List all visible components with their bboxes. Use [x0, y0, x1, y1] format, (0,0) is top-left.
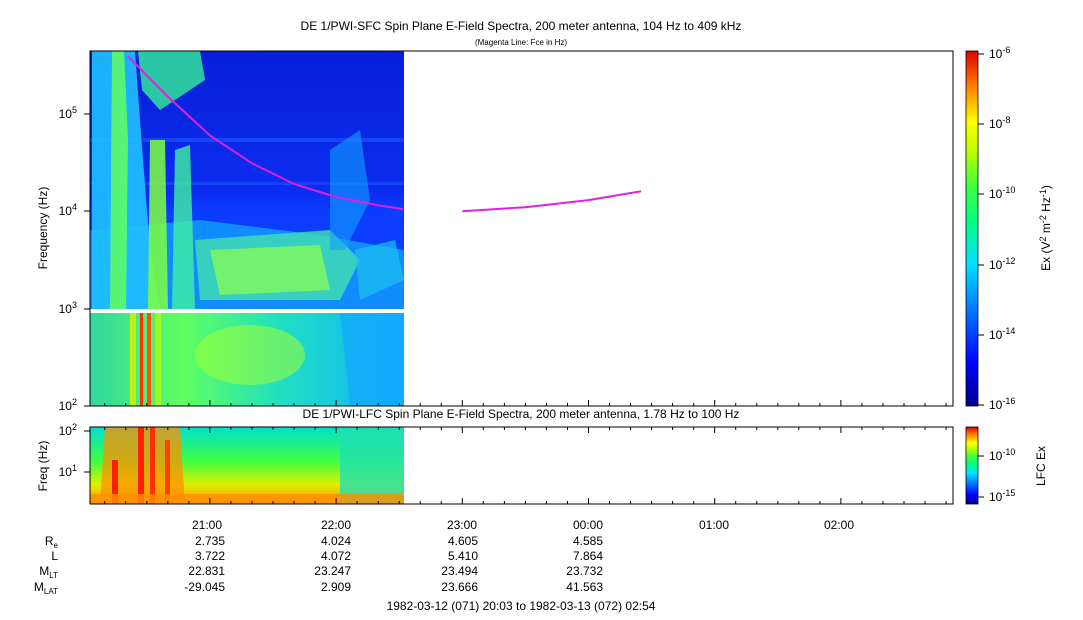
fce-line-segment-1: [127, 55, 404, 211]
ephem-value: 4.024: [321, 534, 351, 548]
lfc-colorbar-tick-1e-10: 10-10: [989, 447, 1015, 463]
time-range-caption: 1982-03-12 (071) 20:03 to 1982-03-13 (07…: [387, 599, 656, 613]
lfc-title: DE 1/PWI-LFC Spin Plane E-Field Spectra,…: [303, 407, 740, 421]
ephemeris-row-labels: Re L MLT MLAT: [34, 534, 59, 596]
lfc-ytick-1e1: 101: [59, 463, 77, 479]
ephem-value: 23.494: [441, 564, 478, 578]
lfc-ytick-1e2: 102: [59, 422, 77, 438]
time-label: 01:00: [699, 518, 729, 532]
time-label: 00:00: [573, 518, 603, 532]
colorbar-tick-1e-10: 10-10: [989, 185, 1015, 201]
colorbar-tick-1e-16: 10-16: [989, 396, 1015, 412]
lfc-colorbar-tick-1e-15: 10-15: [989, 488, 1015, 504]
sfc-ytick-1e4: 104: [59, 202, 77, 218]
sfc-colorbar: 10-6 10-8 10-10 10-12 10-14 10-16 Ex (V2…: [965, 45, 1053, 412]
lfc-y-axis: 101 102 Freq (Hz): [36, 422, 90, 491]
sfc-ytick-1e2: 102: [59, 397, 77, 413]
ephem-value: 41.563: [566, 580, 603, 594]
lfc-plot-frame: [89, 426, 954, 505]
ephem-value: 7.864: [573, 549, 603, 563]
sfc-ytick-1e5: 105: [59, 105, 77, 121]
sfc-plot-frame: [89, 50, 954, 407]
time-label: 21:00: [192, 518, 222, 532]
colorbar-tick-1e-6: 10-6: [989, 45, 1010, 61]
ephem-label-mlat: MLAT: [34, 580, 58, 596]
ephem-value: 4.585: [573, 534, 603, 548]
lfc-colorbar-label: LFC Ex: [1034, 446, 1048, 486]
sfc-spectrogram: [90, 51, 953, 406]
ephem-value: 2.735: [195, 534, 225, 548]
sfc-title: DE 1/PWI-SFC Spin Plane E-Field Spectra,…: [301, 19, 742, 33]
ephem-label-mlt: MLT: [39, 564, 58, 580]
lfc-spectrogram: [90, 427, 953, 504]
ephem-value: 23.732: [566, 564, 603, 578]
ephem-value: 22.831: [188, 564, 225, 578]
colorbar-tick-1e-14: 10-14: [989, 326, 1015, 342]
fce-line-segment-2: [462, 190, 642, 213]
sfc-y-axis: 102 103 104 105 Frequency (Hz): [36, 105, 90, 413]
ephem-value: -29.045: [184, 580, 225, 594]
lfc-colorbar: 10-10 10-15 LFC Ex: [965, 426, 1048, 505]
time-label: 23:00: [447, 518, 477, 532]
sfc-ylabel: Frequency (Hz): [36, 187, 50, 270]
ephem-label-l: L: [51, 549, 58, 563]
sfc-subtitle: (Magenta Line: Fce in Hz): [475, 38, 567, 47]
ephem-value: 23.247: [314, 564, 351, 578]
time-axis-labels: 21:00 22:00 23:00 00:00 01:00 02:00: [192, 518, 854, 532]
lfc-ylabel: Freq (Hz): [36, 441, 50, 492]
time-axis-ticks: [104, 400, 947, 504]
ephem-value: 23.666: [441, 580, 478, 594]
colorbar-tick-1e-8: 10-8: [989, 115, 1010, 131]
ephem-value: 3.722: [195, 549, 225, 563]
colorbar-tick-1e-12: 10-12: [989, 256, 1015, 272]
colorbar-label: Ex (V2 m-2 Hz-1): [1038, 185, 1053, 271]
ephem-value: 2.909: [321, 580, 351, 594]
ephem-value: 5.410: [448, 549, 478, 563]
time-label: 22:00: [321, 518, 351, 532]
ephemeris-values: 2.735 4.024 4.605 4.585 3.722 4.072 5.41…: [184, 534, 603, 594]
time-label: 02:00: [824, 518, 854, 532]
ephem-label-re: Re: [45, 534, 59, 550]
ephem-value: 4.072: [321, 549, 351, 563]
ephem-value: 4.605: [448, 534, 478, 548]
sfc-ytick-1e3: 103: [59, 300, 77, 316]
